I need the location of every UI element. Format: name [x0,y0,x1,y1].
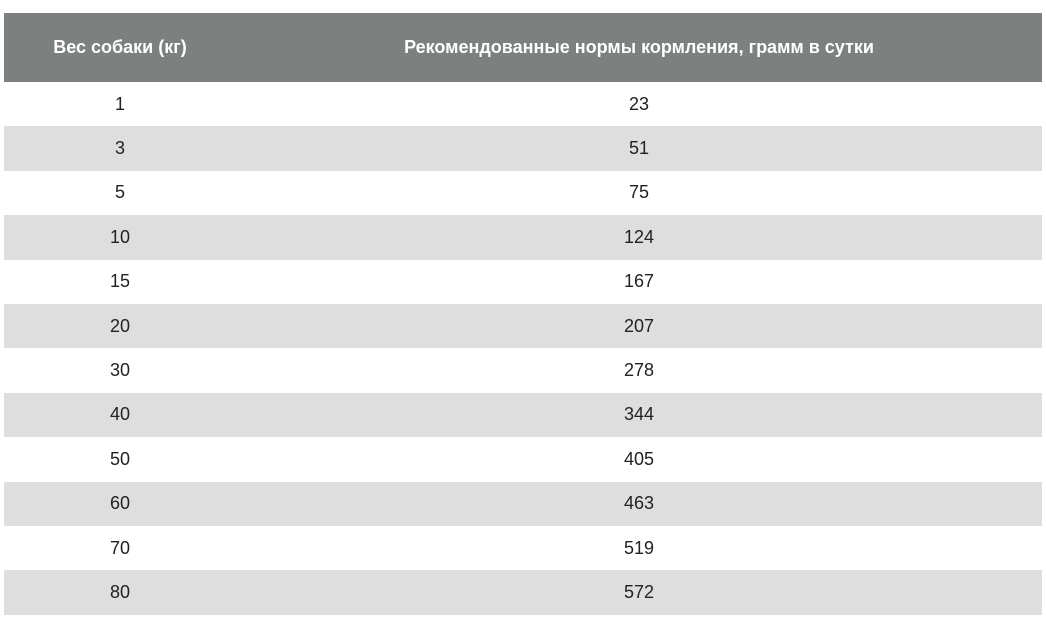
table-row: 40 344 [4,392,1042,438]
table-row: 60 463 [4,481,1042,526]
table-row: 20 207 [4,303,1042,349]
table-row: 3 51 [4,126,1042,171]
feeding-norms-table: Вес собаки (кг) Рекомендованные нормы ко… [4,13,1042,615]
cell-grams: 51 [628,138,650,159]
table-row: 70 519 [4,525,1042,571]
table-row: 15 167 [4,259,1042,304]
cell-weight: 30 [109,360,131,381]
table-row: 10 124 [4,215,1042,260]
cell-grams: 207 [623,315,655,336]
cell-grams: 572 [623,581,655,602]
cell-grams: 344 [623,404,655,425]
cell-weight: 15 [109,271,131,292]
header-dog-weight: Вес собаки (кг) [53,37,187,57]
cell-grams: 278 [623,360,655,381]
header-feeding-norm: Рекомендованные нормы кормления, грамм в… [404,37,874,57]
table-body: 1 23 3 51 5 75 10 124 15 167 20 207 [4,82,1042,615]
cell-weight: 5 [114,182,125,203]
table-row: 5 75 [4,170,1042,216]
cell-weight: 10 [109,226,131,247]
cell-weight: 70 [109,537,131,558]
table-row: 1 23 [4,82,1042,127]
cell-grams: 405 [623,448,655,469]
feeding-table-container: Вес собаки (кг) Рекомендованные нормы ко… [4,13,1042,615]
cell-grams: 167 [623,271,655,292]
cell-grams: 75 [628,182,650,203]
cell-weight: 50 [109,448,131,469]
cell-grams: 124 [623,226,655,247]
cell-grams: 23 [628,93,650,114]
cell-grams: 463 [623,493,655,514]
cell-weight: 3 [114,138,125,159]
cell-weight: 80 [109,581,131,602]
table-row: 80 572 [4,570,1042,615]
cell-weight: 40 [109,404,131,425]
cell-weight: 20 [109,315,131,336]
table-header: Вес собаки (кг) Рекомендованные нормы ко… [4,13,1042,82]
table-row: 50 405 [4,437,1042,482]
table-row: 30 278 [4,348,1042,393]
cell-grams: 519 [623,537,655,558]
cell-weight: 1 [114,93,125,114]
cell-weight: 60 [109,493,131,514]
header-row: Вес собаки (кг) Рекомендованные нормы ко… [4,13,1042,82]
